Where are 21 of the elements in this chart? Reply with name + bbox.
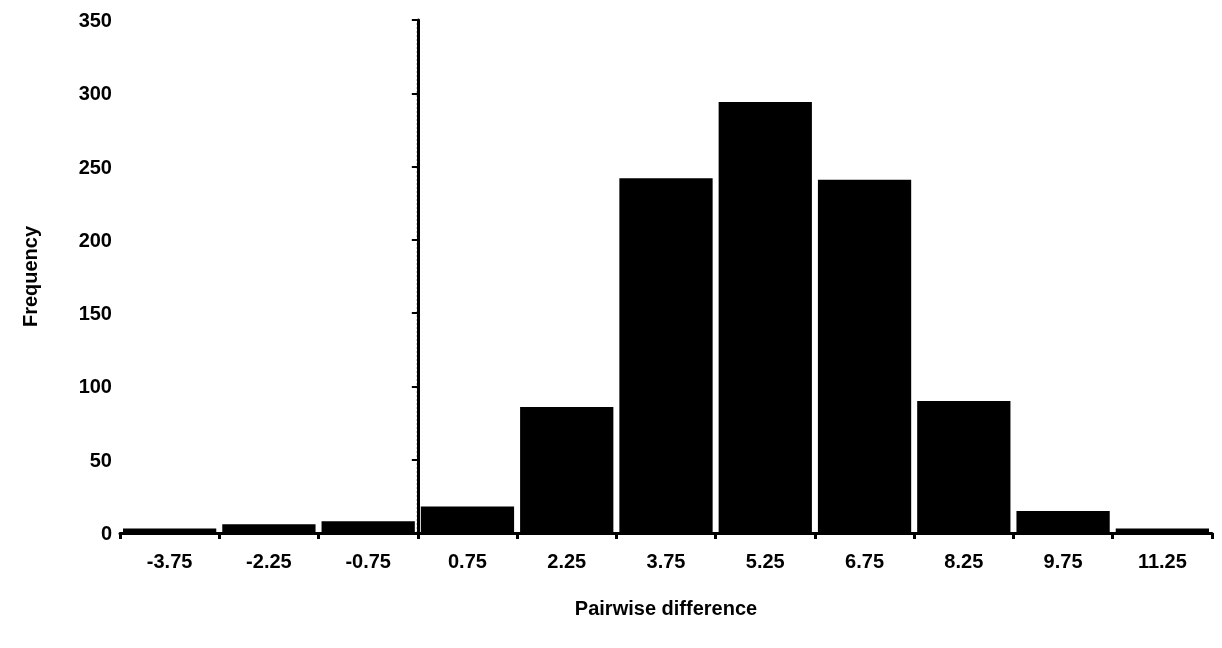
y-tick-label: 0 (100, 522, 112, 544)
y-tick-label: 250 (78, 155, 112, 178)
x-tick-label: 5.25 (745, 550, 785, 572)
y-axis-title: Frequency (19, 225, 41, 328)
y-tick-label: 200 (78, 228, 112, 251)
x-tick-label: 0.75 (447, 550, 487, 572)
x-tick-label: 11.25 (1137, 550, 1187, 572)
x-tick-label: 8.25 (944, 550, 984, 572)
y-tick-label: 350 (78, 9, 112, 31)
y-tick-label: 150 (78, 302, 112, 325)
x-axis-title: Pairwise difference (574, 597, 758, 619)
x-tick-label: 9.75 (1043, 550, 1083, 572)
y-tick-label: 100 (78, 375, 112, 398)
x-tick-label: -2.25 (246, 550, 292, 572)
y-tick-label: 300 (78, 82, 112, 105)
x-tick-label: 6.75 (845, 550, 885, 572)
x-tick-label: -3.75 (146, 550, 193, 572)
x-tick-label: 2.25 (547, 550, 587, 572)
y-tick-label: 50 (89, 448, 112, 471)
x-tick-label: -0.75 (345, 550, 391, 572)
x-tick-label: 3.75 (646, 550, 686, 572)
